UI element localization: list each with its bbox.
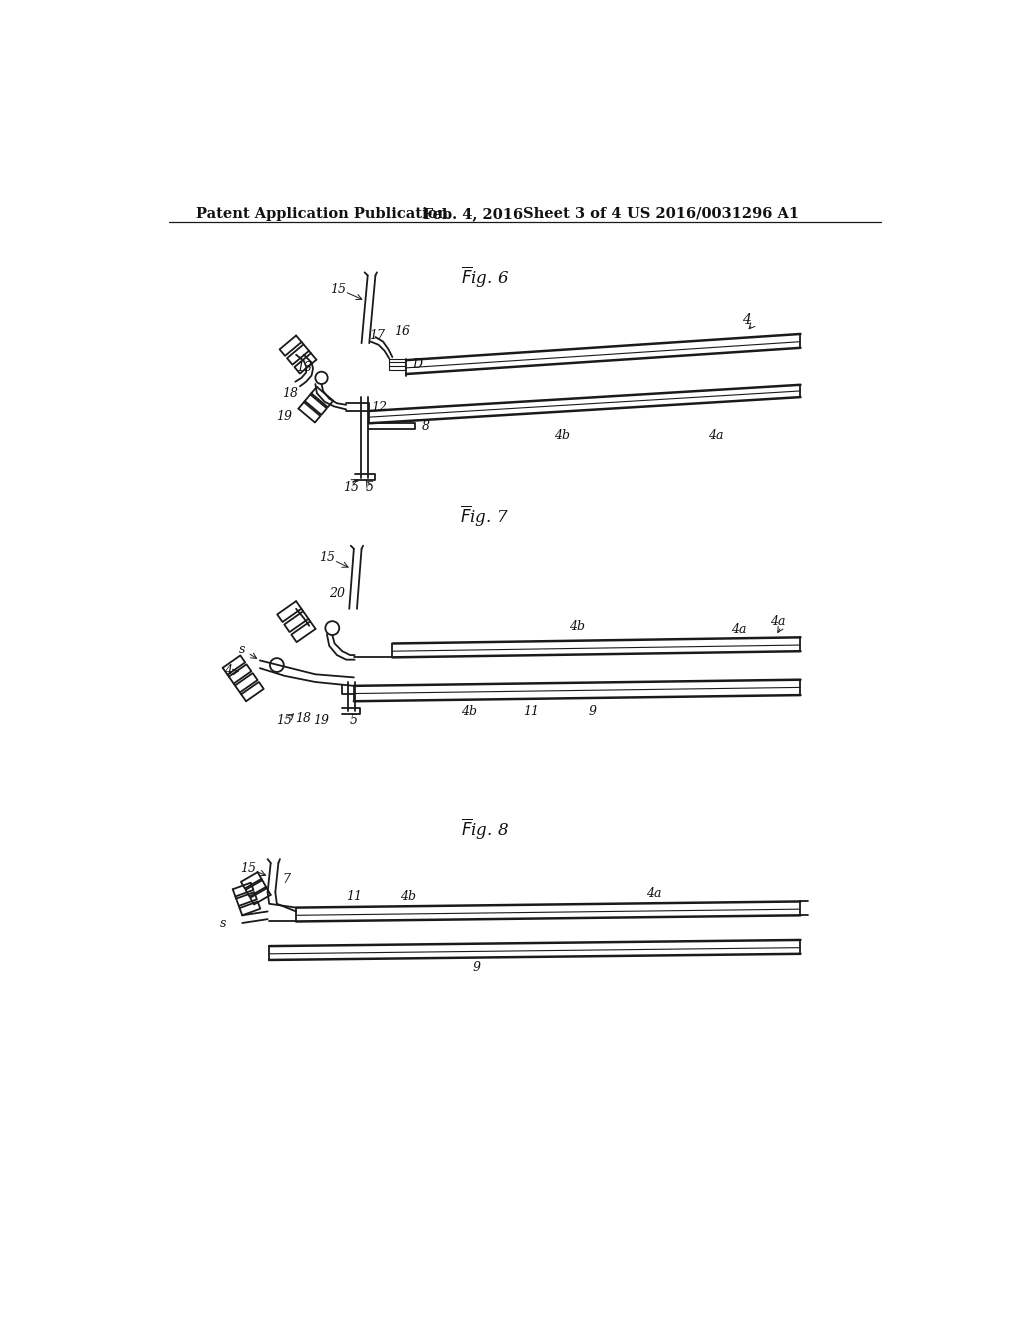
Text: 13: 13 xyxy=(297,362,312,375)
Text: Feb. 4, 2016: Feb. 4, 2016 xyxy=(423,207,523,220)
Text: US 2016/0031296 A1: US 2016/0031296 A1 xyxy=(628,207,800,220)
Text: 18: 18 xyxy=(295,713,311,726)
Text: Sheet 3 of 4: Sheet 3 of 4 xyxy=(523,207,622,220)
Text: 18: 18 xyxy=(283,387,298,400)
Text: 4b: 4b xyxy=(554,429,569,442)
Text: 19: 19 xyxy=(276,409,292,422)
Text: 19: 19 xyxy=(313,714,330,727)
Text: 15: 15 xyxy=(331,282,346,296)
Text: Patent Application Publication: Patent Application Publication xyxy=(196,207,449,220)
Text: 7: 7 xyxy=(282,874,290,887)
Text: $\overline{F}$ig. 7: $\overline{F}$ig. 7 xyxy=(461,504,509,529)
Text: 4b: 4b xyxy=(399,890,416,903)
Text: 4b: 4b xyxy=(462,705,477,718)
Text: 11: 11 xyxy=(523,705,539,718)
Text: 4b: 4b xyxy=(569,620,585,634)
Text: s: s xyxy=(239,643,246,656)
Text: 5: 5 xyxy=(366,482,374,495)
Text: 15: 15 xyxy=(276,714,293,727)
Text: 9: 9 xyxy=(473,961,481,974)
Text: s: s xyxy=(220,916,226,929)
Text: $\overline{F}$ig. 8: $\overline{F}$ig. 8 xyxy=(461,817,509,842)
Text: 15: 15 xyxy=(318,550,335,564)
Text: 4a: 4a xyxy=(731,623,746,636)
Text: 5: 5 xyxy=(350,714,357,727)
Text: 4: 4 xyxy=(742,313,751,327)
Text: 4: 4 xyxy=(224,664,232,677)
Text: 15: 15 xyxy=(343,482,358,495)
Text: 15: 15 xyxy=(241,862,256,875)
Text: D: D xyxy=(412,358,422,371)
Text: 8: 8 xyxy=(422,420,430,433)
Text: 17: 17 xyxy=(369,329,385,342)
Text: $\overline{F}$ig. 6: $\overline{F}$ig. 6 xyxy=(461,265,509,290)
Text: 11: 11 xyxy=(346,890,361,903)
Text: 4a: 4a xyxy=(708,429,724,442)
Text: 12: 12 xyxy=(372,400,387,413)
Text: 4a: 4a xyxy=(646,887,662,900)
Text: 20: 20 xyxy=(329,587,345,601)
Text: 4a: 4a xyxy=(770,615,785,628)
Text: 16: 16 xyxy=(394,325,410,338)
Text: 9: 9 xyxy=(589,705,597,718)
